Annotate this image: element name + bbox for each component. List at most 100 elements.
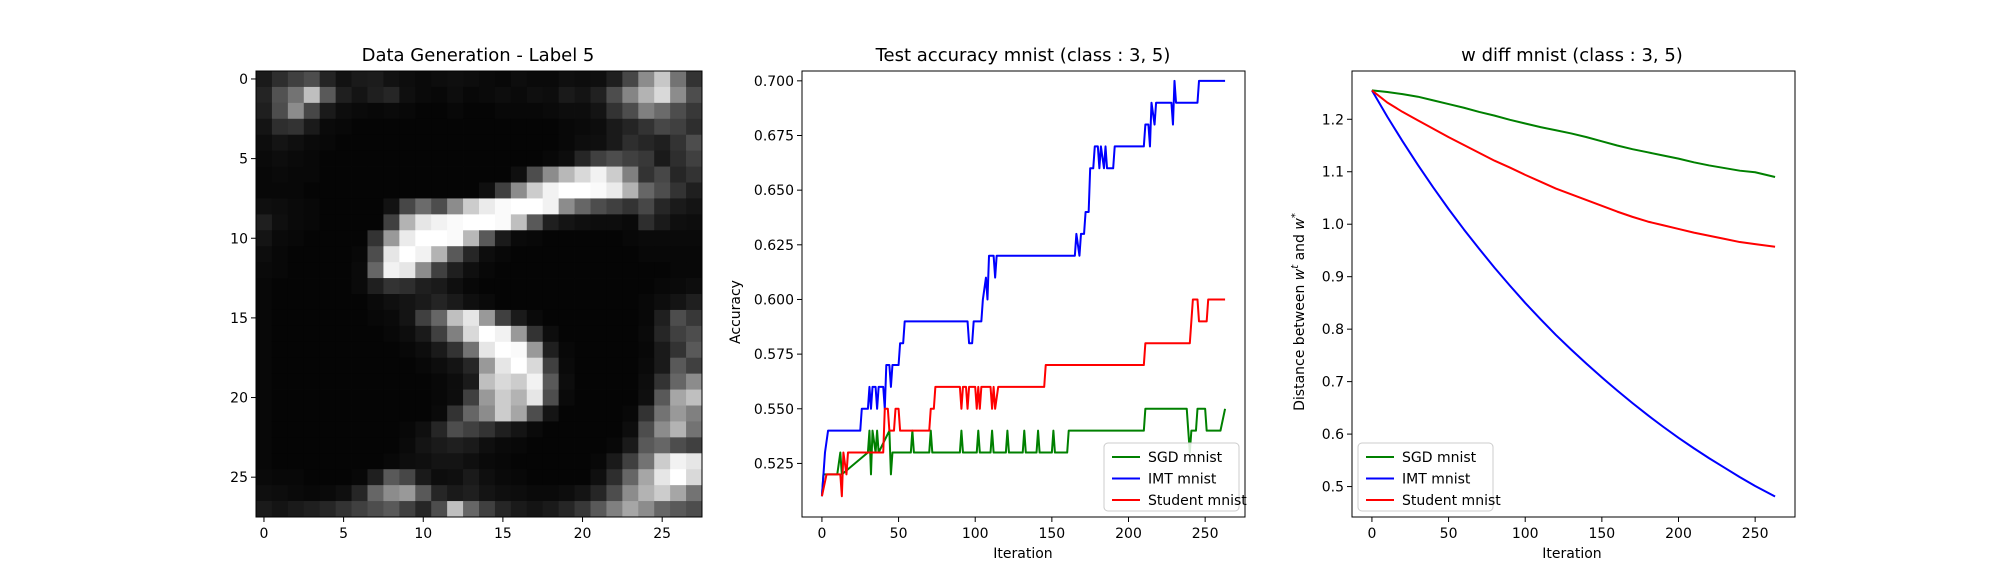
heatmap-cell (606, 389, 623, 406)
heatmap-cell (319, 134, 337, 152)
heatmap-cell (670, 405, 687, 422)
heatmap-cell (510, 341, 528, 359)
heatmap-cell (319, 214, 337, 231)
heatmap-cell (510, 262, 528, 279)
heatmap-cell (463, 485, 480, 502)
heatmap-cell (494, 150, 512, 167)
heatmap-cell (510, 278, 528, 295)
heatmap-cell (654, 469, 671, 486)
heatmap-cell (367, 71, 384, 88)
heatmap-cell (399, 485, 416, 502)
heatmap-cell (335, 166, 352, 183)
heatmap-cell (494, 373, 512, 390)
heatmap-cell (670, 357, 687, 375)
heatmap-cell (303, 134, 321, 152)
heatmap-cell (574, 150, 591, 167)
wdiff-xtick-label: 200 (1665, 526, 1692, 542)
heatmap-cell (415, 421, 432, 438)
heatmap-cell (351, 405, 368, 422)
heatmap-cell (447, 421, 464, 438)
heatmap-cell (271, 182, 289, 199)
heatmap-cell (415, 71, 432, 88)
heatmap-cell (447, 150, 464, 167)
heatmap-cell (351, 182, 368, 199)
heatmap-cell (670, 230, 687, 247)
wdiff-ylabel-w1: w (1292, 268, 1308, 280)
heatmap-cell (399, 214, 416, 231)
heatmap-cell (383, 214, 400, 231)
heatmap-cell (463, 501, 480, 518)
heatmap-cell (367, 262, 384, 279)
heatmap-cell (399, 405, 416, 422)
heatmap-cell (335, 214, 352, 231)
heatmap-cell (654, 198, 671, 215)
heatmap-cell (351, 437, 368, 454)
heatmap-cell (447, 262, 464, 279)
heatmap-cell (574, 501, 591, 518)
heatmap-cell (351, 501, 368, 518)
heatmap-cell (670, 373, 687, 390)
heatmap-cell (558, 453, 575, 470)
heatmap-cell (574, 325, 591, 343)
heatmap-cell (303, 341, 321, 359)
heatmap-cell (542, 262, 560, 279)
heatmap-cell (367, 118, 384, 136)
heatmap-cell (558, 230, 575, 247)
heatmap-cell (686, 262, 703, 279)
heatmap-cell (606, 485, 623, 502)
heatmap-cell (303, 325, 321, 343)
heatmap-cell (638, 309, 655, 327)
heatmap-cell (574, 214, 591, 231)
heatmap-cell (447, 86, 464, 104)
heatmap-cell (335, 373, 352, 390)
heatmap-cell (670, 294, 687, 311)
heatmap-cell (686, 230, 703, 247)
heatmap-cell (590, 118, 607, 136)
heatmap-cell (526, 294, 544, 311)
heatmap-ytick-label: 5 (239, 152, 248, 168)
heatmap-cell (463, 421, 480, 438)
heatmap-cell (383, 182, 400, 199)
heatmap-cell (606, 118, 623, 136)
heatmap-cell (558, 118, 575, 136)
heatmap-cell (479, 262, 496, 279)
heatmap-cell (526, 182, 544, 199)
heatmap-cell (415, 102, 432, 120)
heatmap-cell (383, 453, 400, 470)
heatmap-cell (383, 341, 400, 359)
heatmap-cell (558, 150, 575, 167)
accuracy-xlabel: Iteration (993, 546, 1052, 562)
heatmap-cell (526, 230, 544, 247)
heatmap-cell (351, 278, 368, 295)
heatmap-cell (383, 421, 400, 438)
heatmap-cell (542, 198, 560, 215)
heatmap-cell (271, 294, 289, 311)
heatmap-cell (335, 485, 352, 502)
heatmap-cell (399, 469, 416, 486)
heatmap-cell (670, 262, 687, 279)
heatmap-cell (431, 150, 448, 167)
heatmap-cell (654, 150, 671, 167)
heatmap-cell (622, 86, 639, 104)
wdiff-plot: 0 50 100 150 200 250 0.5 0.6 0.7 0.8 0.9 1.0 1.1 1.2 S… (1322, 70, 1796, 542)
heatmap-cell (542, 469, 560, 486)
heatmap-cell (367, 501, 384, 518)
heatmap-cell (590, 214, 607, 231)
heatmap-cell (447, 453, 464, 470)
heatmap-cell (606, 373, 623, 390)
heatmap-cell (574, 357, 591, 375)
heatmap-cell (383, 469, 400, 486)
heatmap-cell (271, 71, 289, 88)
heatmap-cell (686, 309, 703, 327)
wdiff-ytick-label: 0.9 (1322, 270, 1344, 286)
heatmap-cell (256, 405, 273, 422)
heatmap-cell (447, 501, 464, 518)
heatmap-cell (271, 278, 289, 295)
wdiff-legend-box (1357, 442, 1494, 512)
heatmap-cell (335, 421, 352, 438)
heatmap-cell (542, 182, 560, 199)
heatmap-cell (335, 294, 352, 311)
heatmap-cell (287, 214, 305, 231)
heatmap-cell (526, 246, 544, 263)
heatmap-cell (447, 166, 464, 183)
